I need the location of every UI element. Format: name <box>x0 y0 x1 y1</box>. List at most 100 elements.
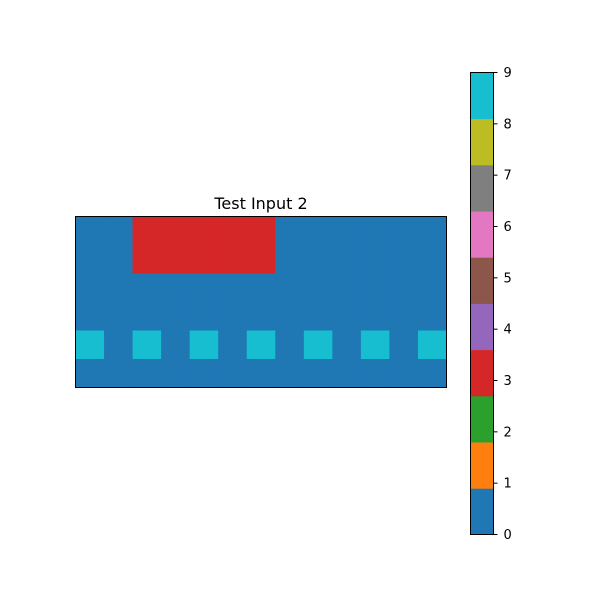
heatmap-cell <box>303 302 333 331</box>
colorbar-tick-label: 9 <box>504 66 512 81</box>
heatmap-cell <box>332 245 362 274</box>
colorbar-tick-label: 5 <box>504 271 512 286</box>
heatmap-cell <box>218 359 248 388</box>
colorbar-segment <box>470 164 494 212</box>
heatmap-cell <box>132 216 162 246</box>
heatmap-cell <box>303 359 333 388</box>
heatmap-cell <box>75 330 105 360</box>
heatmap-cell <box>360 245 390 274</box>
heatmap-cell <box>246 216 276 246</box>
colorbar-frame <box>470 72 494 535</box>
heatmap-cell <box>275 330 305 360</box>
heatmap-cell <box>389 359 419 388</box>
heatmap-cell <box>75 216 105 246</box>
heatmap-cell <box>104 359 133 388</box>
heatmap-cell <box>360 330 390 360</box>
colorbar-segment <box>470 303 494 351</box>
heatmap-cell <box>303 216 333 246</box>
heatmap-cell <box>275 216 305 246</box>
heatmap-cell <box>161 330 191 360</box>
heatmap-cell <box>246 302 276 331</box>
heatmap-cell <box>161 245 191 274</box>
heatmap-cell <box>189 359 219 388</box>
colorbar-segment <box>470 257 494 304</box>
heatmap-cell <box>189 273 219 303</box>
heatmap-cell <box>75 359 105 388</box>
colorbar-tick-label: 2 <box>504 425 512 440</box>
heatmap-cell <box>275 245 305 274</box>
heatmap-cell <box>161 359 191 388</box>
heatmap-cell <box>246 330 276 360</box>
heatmap-cell <box>417 330 447 360</box>
heatmap-cell <box>417 302 447 331</box>
heatmap-cell <box>218 330 248 360</box>
heatmap-cell <box>132 273 162 303</box>
colorbar-ticks: 0 1 2 3 4 5 6 7 8 9 <box>493 66 512 543</box>
colorbar-segment <box>470 395 494 443</box>
heatmap-cell <box>417 216 447 246</box>
heatmap-cell <box>360 273 390 303</box>
heatmap-cell <box>332 302 362 331</box>
heatmap-cell <box>389 216 419 246</box>
heatmap-cell <box>189 302 219 331</box>
heatmap-cell <box>417 245 447 274</box>
heatmap-cell <box>332 330 362 360</box>
heatmap-cell <box>246 273 276 303</box>
heatmap-cell <box>161 216 191 246</box>
heatmap-cell <box>189 216 219 246</box>
heatmap-cell <box>389 245 419 274</box>
colorbar-segment <box>470 488 494 535</box>
heatmap-cell <box>218 216 248 246</box>
heatmap-cell <box>75 302 105 331</box>
colorbar-tick-label: 3 <box>504 374 512 389</box>
heatmap-cell <box>161 273 191 303</box>
heatmap-cell <box>218 302 248 331</box>
heatmap-cell <box>218 245 248 274</box>
colorbar-segment <box>470 349 494 397</box>
heatmap-cell <box>132 359 162 388</box>
heatmap-cell <box>389 330 419 360</box>
heatmap-cell <box>360 359 390 388</box>
heatmap-cell <box>104 216 133 246</box>
colorbar-tick-label: 6 <box>504 220 512 235</box>
heatmap-cell <box>389 273 419 303</box>
heatmap-cell <box>246 359 276 388</box>
heatmap-cell <box>332 216 362 246</box>
heatmap-cell <box>246 245 276 274</box>
colorbar-segment <box>470 72 494 120</box>
colorbar-tick-label: 1 <box>504 477 512 492</box>
heatmap-cell <box>132 302 162 331</box>
heatmap-cell <box>303 273 333 303</box>
heatmap-cell <box>303 245 333 274</box>
heatmap-cell <box>104 302 133 331</box>
heatmap-cell <box>75 273 105 303</box>
colorbar-tick-label: 8 <box>504 117 512 132</box>
heatmap-cell <box>417 273 447 303</box>
heatmap-cell <box>104 273 133 303</box>
heatmap-cell <box>132 245 162 274</box>
colorbar-tick-label: 0 <box>504 528 512 543</box>
heatmap-cell <box>332 359 362 388</box>
heatmap-cell <box>189 330 219 360</box>
heatmap-grid <box>75 216 447 388</box>
heatmap-cell <box>275 302 305 331</box>
colorbar-segment <box>470 118 494 166</box>
heatmap-cell <box>275 359 305 388</box>
heatmap-cell <box>332 273 362 303</box>
heatmap-frame <box>75 216 447 388</box>
heatmap-cell <box>75 245 105 274</box>
heatmap-cell <box>132 330 162 360</box>
colorbar-segment <box>470 442 494 489</box>
heatmap-cell <box>360 216 390 246</box>
heatmap-cell <box>417 359 447 388</box>
colorbar-segment <box>470 211 494 258</box>
chart-title: Test Input 2 <box>213 194 307 213</box>
heatmap-cell <box>218 273 248 303</box>
heatmap-cell <box>303 330 333 360</box>
colorbar <box>470 72 494 535</box>
colorbar-tick-label: 4 <box>504 323 512 338</box>
heatmap-cell <box>389 302 419 331</box>
heatmap-cell <box>104 330 133 360</box>
heatmap-cell <box>360 302 390 331</box>
